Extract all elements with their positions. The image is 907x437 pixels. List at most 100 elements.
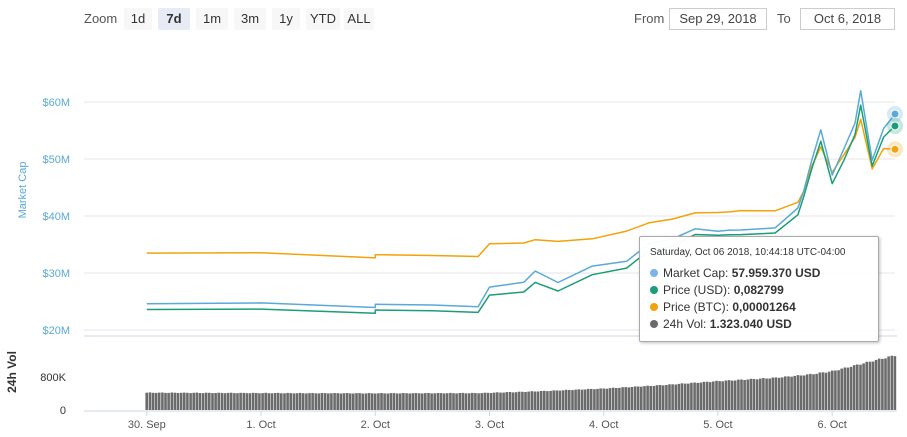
- x-axis: 30. Sep 1. Oct 2. Oct 3. Oct 4. Oct 5. Oct 6. …: [128, 411, 847, 431]
- volume-bar: [248, 393, 252, 410]
- volume-bar: [471, 392, 474, 410]
- volume-bar: [730, 380, 734, 410]
- volume-bar: [602, 388, 606, 410]
- volume-bar: [784, 376, 787, 410]
- volume-bar: [289, 393, 292, 410]
- volume-bar: [699, 382, 703, 410]
- volume-bar: [824, 372, 828, 410]
- volume-bar: [624, 387, 627, 410]
- from-label: From: [634, 11, 665, 26]
- volume-bar: [474, 393, 477, 410]
- volume-bar: [571, 390, 574, 410]
- volume-bar: [561, 390, 565, 410]
- volume-bar: [505, 392, 508, 410]
- to-date-input[interactable]: Oct 6, 2018: [800, 8, 895, 30]
- volume-bar: [292, 393, 296, 410]
- price-usd-dot-icon: [650, 285, 658, 294]
- volume-bar: [715, 380, 718, 410]
- volume-bar: [192, 392, 195, 410]
- volume-bar: [687, 383, 690, 410]
- volume-bar: [749, 378, 753, 410]
- volume-bar: [774, 377, 778, 410]
- volume-bar: [270, 393, 274, 410]
- volume-bar: [874, 359, 878, 410]
- y-tick-label: $60M: [42, 97, 70, 109]
- volume-bar: [549, 390, 552, 410]
- volume-bar: [865, 361, 868, 410]
- volume-bar: [724, 380, 728, 410]
- volume-bar: [352, 393, 355, 410]
- zoom-1y-button[interactable]: 1y: [272, 8, 300, 30]
- volume-bar: [796, 375, 800, 410]
- x-tick-label: 3. Oct: [475, 419, 504, 431]
- from-date-input[interactable]: Sep 29, 2018: [669, 8, 767, 30]
- y-axis-title: Market Cap: [17, 162, 29, 219]
- volume-bar: [712, 381, 715, 410]
- volume-bar: [267, 393, 271, 410]
- tooltip-row-volume: 24h Vol: 1.323.040 USD: [650, 316, 792, 332]
- volume-bar: [618, 387, 621, 410]
- volume-bar: [339, 393, 343, 410]
- volume-bar: [843, 367, 847, 410]
- volume-bar: [436, 393, 440, 410]
- volume-bar: [727, 380, 731, 410]
- volume-bar: [893, 356, 897, 410]
- volume-bar: [242, 392, 246, 410]
- volume-bar: [546, 391, 549, 410]
- volume-bar: [580, 389, 584, 410]
- price-btc-dot-icon: [650, 302, 658, 311]
- volume-bar: [486, 392, 490, 410]
- volume-bar: [367, 393, 371, 410]
- hover-markers: [887, 105, 903, 158]
- volume-axis: 0 800K: [40, 372, 66, 417]
- volume-bar: [536, 391, 540, 410]
- volume-bar: [173, 392, 177, 410]
- x-tick-label: 5. Oct: [703, 419, 732, 431]
- volume-bar: [405, 393, 408, 410]
- zoom-all-button[interactable]: ALL: [344, 8, 374, 30]
- zoom-3m-button[interactable]: 3m: [234, 8, 266, 30]
- y-tick-label: $40M: [42, 211, 70, 223]
- zoom-7d-button[interactable]: 7d: [158, 8, 190, 30]
- volume-bar: [611, 387, 615, 410]
- volume-tick-label: 0: [60, 405, 66, 417]
- volume-bar: [771, 377, 775, 410]
- volume-bar: [599, 388, 602, 410]
- volume-bar: [871, 361, 875, 410]
- volume-bar: [696, 382, 699, 410]
- zoom-ytd-button[interactable]: YTD: [306, 8, 340, 30]
- volume-bar: [314, 393, 318, 410]
- volume-bar: [514, 392, 518, 410]
- volume-bar: [671, 384, 674, 410]
- volume-bar: [186, 392, 189, 410]
- volume-bar: [702, 381, 706, 410]
- volume-bar: [859, 364, 862, 410]
- volume-bar: [154, 392, 158, 410]
- volume-bar: [693, 382, 696, 410]
- volume-bar: [837, 370, 840, 410]
- volume-bar: [226, 392, 230, 410]
- volume-bar: [818, 372, 822, 410]
- volume-bar: [373, 393, 377, 410]
- volume-bar: [815, 373, 818, 410]
- volume-bar: [740, 379, 743, 410]
- volume-bar: [364, 393, 368, 410]
- volume-bar: [881, 358, 884, 410]
- volume-bar: [627, 387, 631, 410]
- volume-bar: [633, 386, 637, 410]
- volume-bar: [630, 387, 634, 410]
- volume-bar: [280, 393, 283, 410]
- volume-bar: [665, 385, 668, 410]
- volume-bar: [442, 393, 446, 410]
- volume-bar: [683, 383, 687, 410]
- volume-bar: [887, 356, 890, 410]
- volume-bar: [543, 390, 546, 410]
- volume-bar: [439, 393, 443, 410]
- volume-bar: [530, 391, 534, 410]
- zoom-1d-button[interactable]: 1d: [124, 8, 152, 30]
- volume-bar: [377, 393, 380, 410]
- volume-bar: [480, 393, 483, 410]
- volume-bar: [793, 375, 796, 410]
- zoom-1m-button[interactable]: 1m: [196, 8, 228, 30]
